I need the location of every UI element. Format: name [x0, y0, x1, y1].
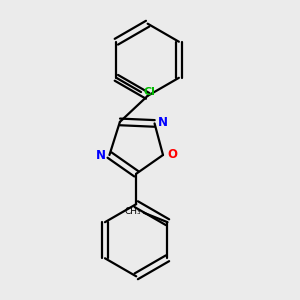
Text: Cl: Cl: [144, 87, 156, 97]
Text: N: N: [158, 116, 168, 129]
Text: CH₃: CH₃: [124, 207, 141, 216]
Text: N: N: [96, 149, 106, 162]
Text: O: O: [168, 148, 178, 161]
